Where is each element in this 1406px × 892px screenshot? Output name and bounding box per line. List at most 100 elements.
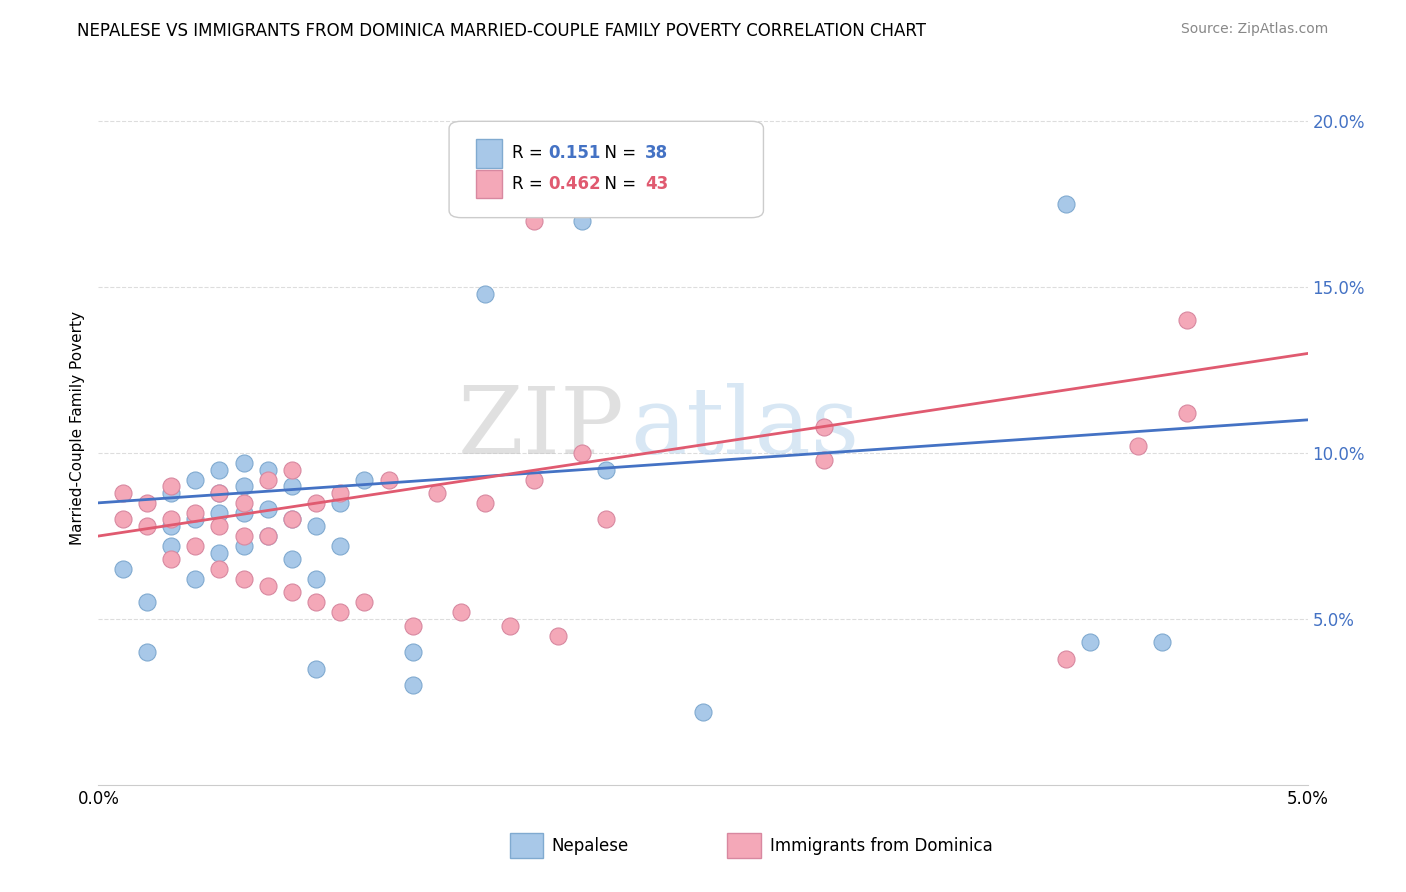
Point [329, 486, 352, 500]
Point [1152, 635, 1174, 649]
Text: 43: 43 [645, 175, 668, 193]
FancyBboxPatch shape [449, 121, 763, 218]
Point [305, 496, 328, 510]
Point [208, 562, 231, 576]
Point [523, 473, 546, 487]
Point [571, 213, 593, 227]
Y-axis label: Married-Couple Family Poverty: Married-Couple Family Poverty [69, 311, 84, 545]
Point [474, 286, 496, 301]
Point [547, 629, 569, 643]
Point [305, 595, 328, 609]
Point [377, 473, 399, 487]
Text: atlas: atlas [630, 384, 859, 473]
Text: Source: ZipAtlas.com: Source: ZipAtlas.com [1181, 22, 1329, 37]
Text: 38: 38 [645, 145, 668, 162]
Point [232, 479, 254, 493]
Point [135, 645, 157, 659]
Point [474, 496, 496, 510]
Point [111, 512, 134, 526]
Point [692, 705, 714, 719]
Point [523, 213, 546, 227]
Point [232, 529, 254, 543]
Point [1175, 406, 1198, 420]
Point [232, 456, 254, 470]
Text: Nepalese: Nepalese [551, 837, 628, 855]
Point [1128, 439, 1150, 453]
FancyBboxPatch shape [475, 139, 502, 168]
Text: R =: R = [512, 145, 548, 162]
Point [184, 512, 207, 526]
Point [184, 506, 207, 520]
Point [232, 572, 254, 586]
Point [208, 486, 231, 500]
Point [160, 552, 183, 566]
Text: ZIP: ZIP [458, 384, 624, 473]
Point [329, 606, 352, 620]
Point [135, 519, 157, 533]
Text: N =: N = [595, 175, 641, 193]
Point [256, 579, 278, 593]
Point [111, 562, 134, 576]
Text: 0.151: 0.151 [548, 145, 600, 162]
Point [281, 479, 304, 493]
Point [111, 486, 134, 500]
Text: R =: R = [512, 175, 548, 193]
Point [256, 502, 278, 516]
Point [232, 506, 254, 520]
Point [160, 479, 183, 493]
Point [208, 463, 231, 477]
Point [160, 539, 183, 553]
Point [208, 486, 231, 500]
Point [353, 595, 375, 609]
Point [305, 662, 328, 676]
Point [595, 463, 617, 477]
FancyBboxPatch shape [509, 833, 543, 858]
Text: Immigrants from Dominica: Immigrants from Dominica [769, 837, 993, 855]
Point [329, 496, 352, 510]
Point [402, 678, 425, 692]
FancyBboxPatch shape [475, 169, 502, 198]
Point [426, 486, 449, 500]
Point [184, 473, 207, 487]
Point [813, 452, 835, 467]
Point [208, 506, 231, 520]
Point [256, 529, 278, 543]
Point [305, 519, 328, 533]
Point [232, 496, 254, 510]
Point [232, 539, 254, 553]
Point [281, 463, 304, 477]
Point [281, 585, 304, 599]
Point [135, 496, 157, 510]
Point [184, 572, 207, 586]
Point [329, 539, 352, 553]
Text: N =: N = [595, 145, 641, 162]
Point [595, 512, 617, 526]
Point [402, 645, 425, 659]
Point [571, 446, 593, 460]
Text: NEPALESE VS IMMIGRANTS FROM DOMINICA MARRIED-COUPLE FAMILY POVERTY CORRELATION C: NEPALESE VS IMMIGRANTS FROM DOMINICA MAR… [77, 22, 927, 40]
Point [160, 519, 183, 533]
Point [1175, 313, 1198, 327]
Point [813, 419, 835, 434]
Point [208, 546, 231, 560]
FancyBboxPatch shape [727, 833, 761, 858]
Point [208, 519, 231, 533]
Point [1054, 197, 1077, 211]
Point [281, 512, 304, 526]
Point [402, 618, 425, 632]
Point [135, 595, 157, 609]
Point [160, 512, 183, 526]
Point [281, 552, 304, 566]
Point [305, 572, 328, 586]
Point [184, 539, 207, 553]
Point [256, 529, 278, 543]
Point [1054, 652, 1077, 666]
Point [498, 618, 520, 632]
Text: 0.462: 0.462 [548, 175, 600, 193]
Point [160, 486, 183, 500]
Point [256, 473, 278, 487]
Point [1078, 635, 1101, 649]
Point [353, 473, 375, 487]
Point [450, 606, 472, 620]
Point [256, 463, 278, 477]
